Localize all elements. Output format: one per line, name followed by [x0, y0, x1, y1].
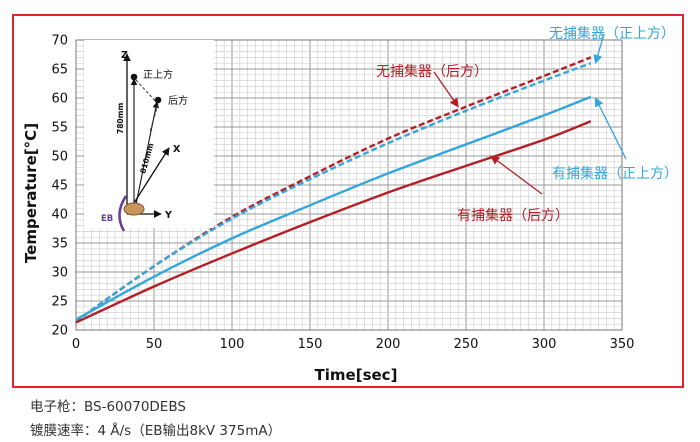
- y-tick-label: 30: [51, 266, 68, 281]
- y-axis-title: Temperature[°C]: [22, 123, 40, 263]
- annotation-label-1: 无捕集器（后方）: [376, 63, 488, 80]
- x-axis-label: X: [173, 144, 181, 155]
- y-tick-label: 45: [51, 179, 68, 194]
- series-layer: [75, 56, 592, 324]
- x-tick-label: 300: [532, 337, 557, 352]
- annotation-label-2: 无捕集器（正上方）: [549, 25, 675, 42]
- temperature-chart: 0 50 100 150 200 250 300 350 20 25 30 35 40 45 50 55 60 6…: [22, 25, 678, 384]
- inset-dashed-link: [135, 79, 159, 105]
- annotation-leader-2: [593, 33, 605, 65]
- y-tick-label: 20: [51, 324, 68, 339]
- y-tick-label: 40: [51, 208, 68, 223]
- y-axis-label: Y: [164, 210, 172, 221]
- caption-deposition-rate: 镀膜速率：4 Å/s（EB输出8kV 375mA）: [30, 423, 282, 439]
- z-axis-label: Z: [121, 50, 128, 61]
- x-tick-label: 250: [454, 337, 479, 352]
- eb-label: EB: [101, 214, 113, 224]
- x-tick-label: 200: [376, 337, 401, 352]
- x-tick-label: 50: [146, 337, 163, 352]
- inset-background: [84, 40, 214, 228]
- source-crucible: [123, 202, 145, 216]
- chart-frame: 0 50 100 150 200 250 300 350 20 25 30 35 40 45 50 55 60 6…: [12, 14, 684, 388]
- annotation-label-4: 有捕集器（后方）: [457, 207, 569, 224]
- y-tick-label: 25: [51, 295, 68, 310]
- top-position-dot: [130, 73, 138, 81]
- y-tick-label: 60: [51, 92, 68, 107]
- annotation-leader-1: [433, 71, 459, 108]
- eb-beam-arc: [118, 195, 128, 232]
- top-position-label: 正上方: [143, 68, 173, 81]
- y-tick-label: 35: [51, 237, 68, 252]
- series-line-2: [75, 62, 592, 323]
- annotation-leader-4: [490, 155, 543, 195]
- annotation-leader-3: [594, 97, 627, 160]
- y-tick-label: 65: [51, 63, 68, 78]
- x-tick-label: 0: [72, 337, 80, 352]
- back-position-dot: [154, 96, 162, 104]
- series-line-4: [75, 120, 592, 324]
- back-position-label: 后方: [168, 94, 188, 107]
- annotation-layer: 无捕集器（后方） 无捕集器（正上方） 有捕集器（正上方） 有捕集器（后方）: [376, 25, 678, 224]
- x-tick-label: 150: [298, 337, 323, 352]
- plot-border: [75, 39, 623, 331]
- annotation-label-3: 有捕集器（正上方）: [552, 165, 678, 182]
- axis-layer: 0 50 100 150 200 250 300 350 20 25 30 35 40 45 50 55 60 6…: [51, 34, 634, 353]
- vertical-distance-label: 780mm: [116, 103, 125, 134]
- y-tick-label: 55: [51, 121, 68, 136]
- x-tick-label: 350: [610, 337, 635, 352]
- x-tick-label: 100: [220, 337, 245, 352]
- series-line-3: [75, 95, 592, 321]
- caption-electron-gun: 电子枪：BS-60070DEBS: [30, 399, 186, 415]
- x-axis-title: Time[sec]: [315, 366, 398, 384]
- coordinate-inset: Z X Y 正上方 后方 780mm 810mm EB: [84, 40, 214, 232]
- y-tick-label: 50: [51, 150, 68, 165]
- y-tick-label: 70: [51, 34, 68, 49]
